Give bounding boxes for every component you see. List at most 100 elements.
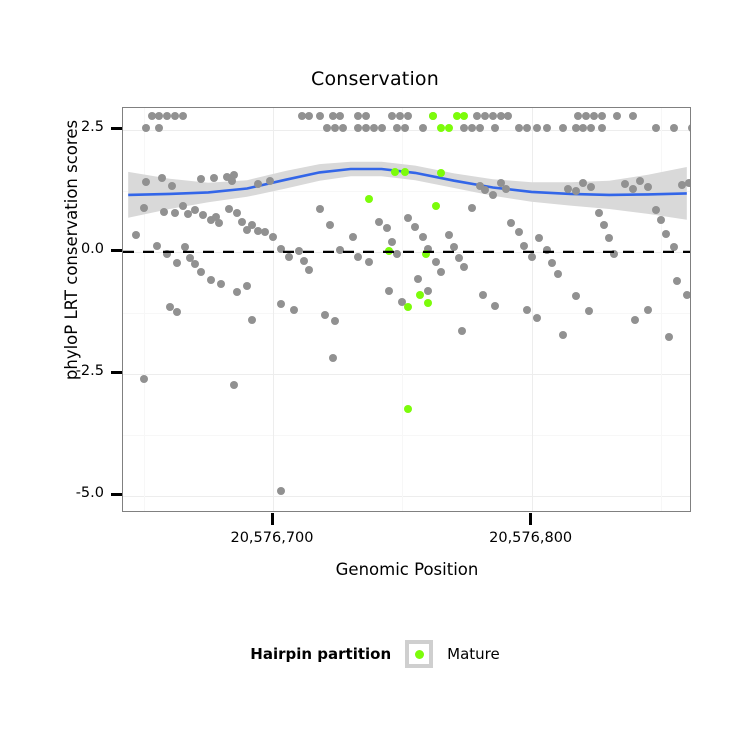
data-point-other	[155, 111, 164, 120]
data-point-other	[163, 250, 171, 259]
y-tick-label: -2.5	[75, 362, 104, 379]
data-point-other	[535, 234, 544, 243]
data-point-other	[432, 257, 440, 266]
data-point-other	[514, 228, 523, 237]
data-point-other	[305, 111, 314, 120]
data-point-other	[398, 297, 407, 306]
chart-title: Conservation	[310, 68, 439, 90]
data-point-other	[437, 268, 446, 277]
data-point-other	[131, 231, 140, 240]
data-point-other	[522, 123, 531, 132]
data-point-other	[328, 354, 337, 363]
data-point-other	[266, 177, 275, 186]
data-point-other	[605, 234, 614, 243]
data-point-other	[253, 226, 262, 235]
data-point-other	[424, 245, 433, 253]
data-point-other	[478, 290, 487, 299]
data-point-other	[514, 123, 523, 132]
data-point-other	[336, 111, 345, 120]
x-axis-title: Genomic Position	[335, 560, 479, 579]
data-point-other	[243, 282, 252, 291]
data-point-other	[297, 111, 306, 120]
data-point-other	[475, 123, 484, 132]
data-point-other	[457, 327, 466, 335]
data-point-other	[364, 257, 373, 266]
data-point-other	[579, 123, 588, 132]
data-point-other	[491, 301, 500, 310]
data-point-other	[571, 123, 580, 132]
data-point-other	[644, 183, 652, 191]
data-point-other	[644, 305, 652, 314]
data-point-other	[375, 217, 384, 226]
data-point-other	[165, 302, 174, 311]
data-point-other	[206, 215, 215, 224]
data-point-other	[669, 123, 678, 132]
data-point-other	[413, 274, 422, 283]
data-point-other	[238, 217, 246, 226]
data-point-other	[444, 230, 453, 239]
data-point-other	[170, 111, 179, 120]
data-point-other	[385, 287, 394, 295]
data-point-other	[349, 233, 358, 242]
zero-reference-line	[123, 250, 690, 253]
gridline-major-y	[123, 373, 690, 375]
data-point-other	[587, 182, 596, 191]
data-point-other	[147, 111, 156, 120]
y-tick-mark	[111, 127, 122, 131]
data-point-other	[662, 230, 671, 239]
data-point-other	[411, 222, 420, 231]
data-point-other	[276, 299, 285, 308]
data-point-other	[419, 123, 427, 132]
data-point-other	[289, 305, 298, 314]
legend-key-mature[interactable]	[405, 640, 434, 668]
data-point-other	[558, 123, 567, 132]
data-point-other	[450, 243, 459, 252]
data-point-mature	[421, 249, 430, 258]
plot-panel	[122, 107, 691, 512]
data-point-other	[403, 111, 412, 120]
data-point-other	[139, 374, 148, 383]
data-point-other	[183, 209, 192, 218]
data-point-other	[178, 111, 187, 120]
data-point-other	[532, 314, 541, 323]
data-point-mature	[432, 201, 440, 210]
data-point-other	[362, 123, 371, 132]
data-point-other	[222, 173, 231, 182]
data-point-other	[328, 111, 337, 120]
data-point-other	[155, 123, 164, 132]
data-point-other	[613, 111, 621, 120]
data-point-other	[269, 233, 277, 242]
x-tick-mark	[529, 513, 533, 525]
data-point-other	[152, 242, 161, 251]
data-point-other	[558, 330, 567, 339]
gridline-minor-y	[123, 312, 690, 314]
data-point-other	[672, 277, 681, 286]
data-point-other	[305, 265, 314, 274]
data-point-other	[393, 123, 402, 132]
data-point-other	[300, 256, 308, 265]
data-point-other	[393, 249, 402, 258]
data-point-other	[475, 181, 484, 190]
data-point-other	[597, 123, 606, 132]
gridline-minor-y	[123, 191, 690, 192]
data-point-other	[369, 123, 378, 132]
data-point-mature	[403, 405, 412, 414]
data-point-other	[636, 176, 645, 185]
data-point-other	[507, 218, 515, 227]
data-point-other	[620, 179, 629, 188]
data-point-mature	[460, 111, 469, 120]
data-point-other	[331, 317, 340, 326]
data-point-other	[543, 245, 552, 254]
y-tick-label: 0.0	[80, 240, 104, 257]
gridline-major-x	[273, 108, 274, 511]
data-point-other	[315, 111, 324, 120]
data-point-other	[243, 225, 252, 234]
data-point-other	[276, 487, 285, 495]
data-point-other	[403, 213, 412, 222]
data-point-other	[320, 311, 329, 320]
data-point-mature	[437, 123, 446, 132]
data-point-other	[168, 181, 177, 190]
data-point-other	[388, 238, 396, 247]
data-point-other	[597, 111, 606, 120]
data-point-other	[532, 123, 541, 132]
